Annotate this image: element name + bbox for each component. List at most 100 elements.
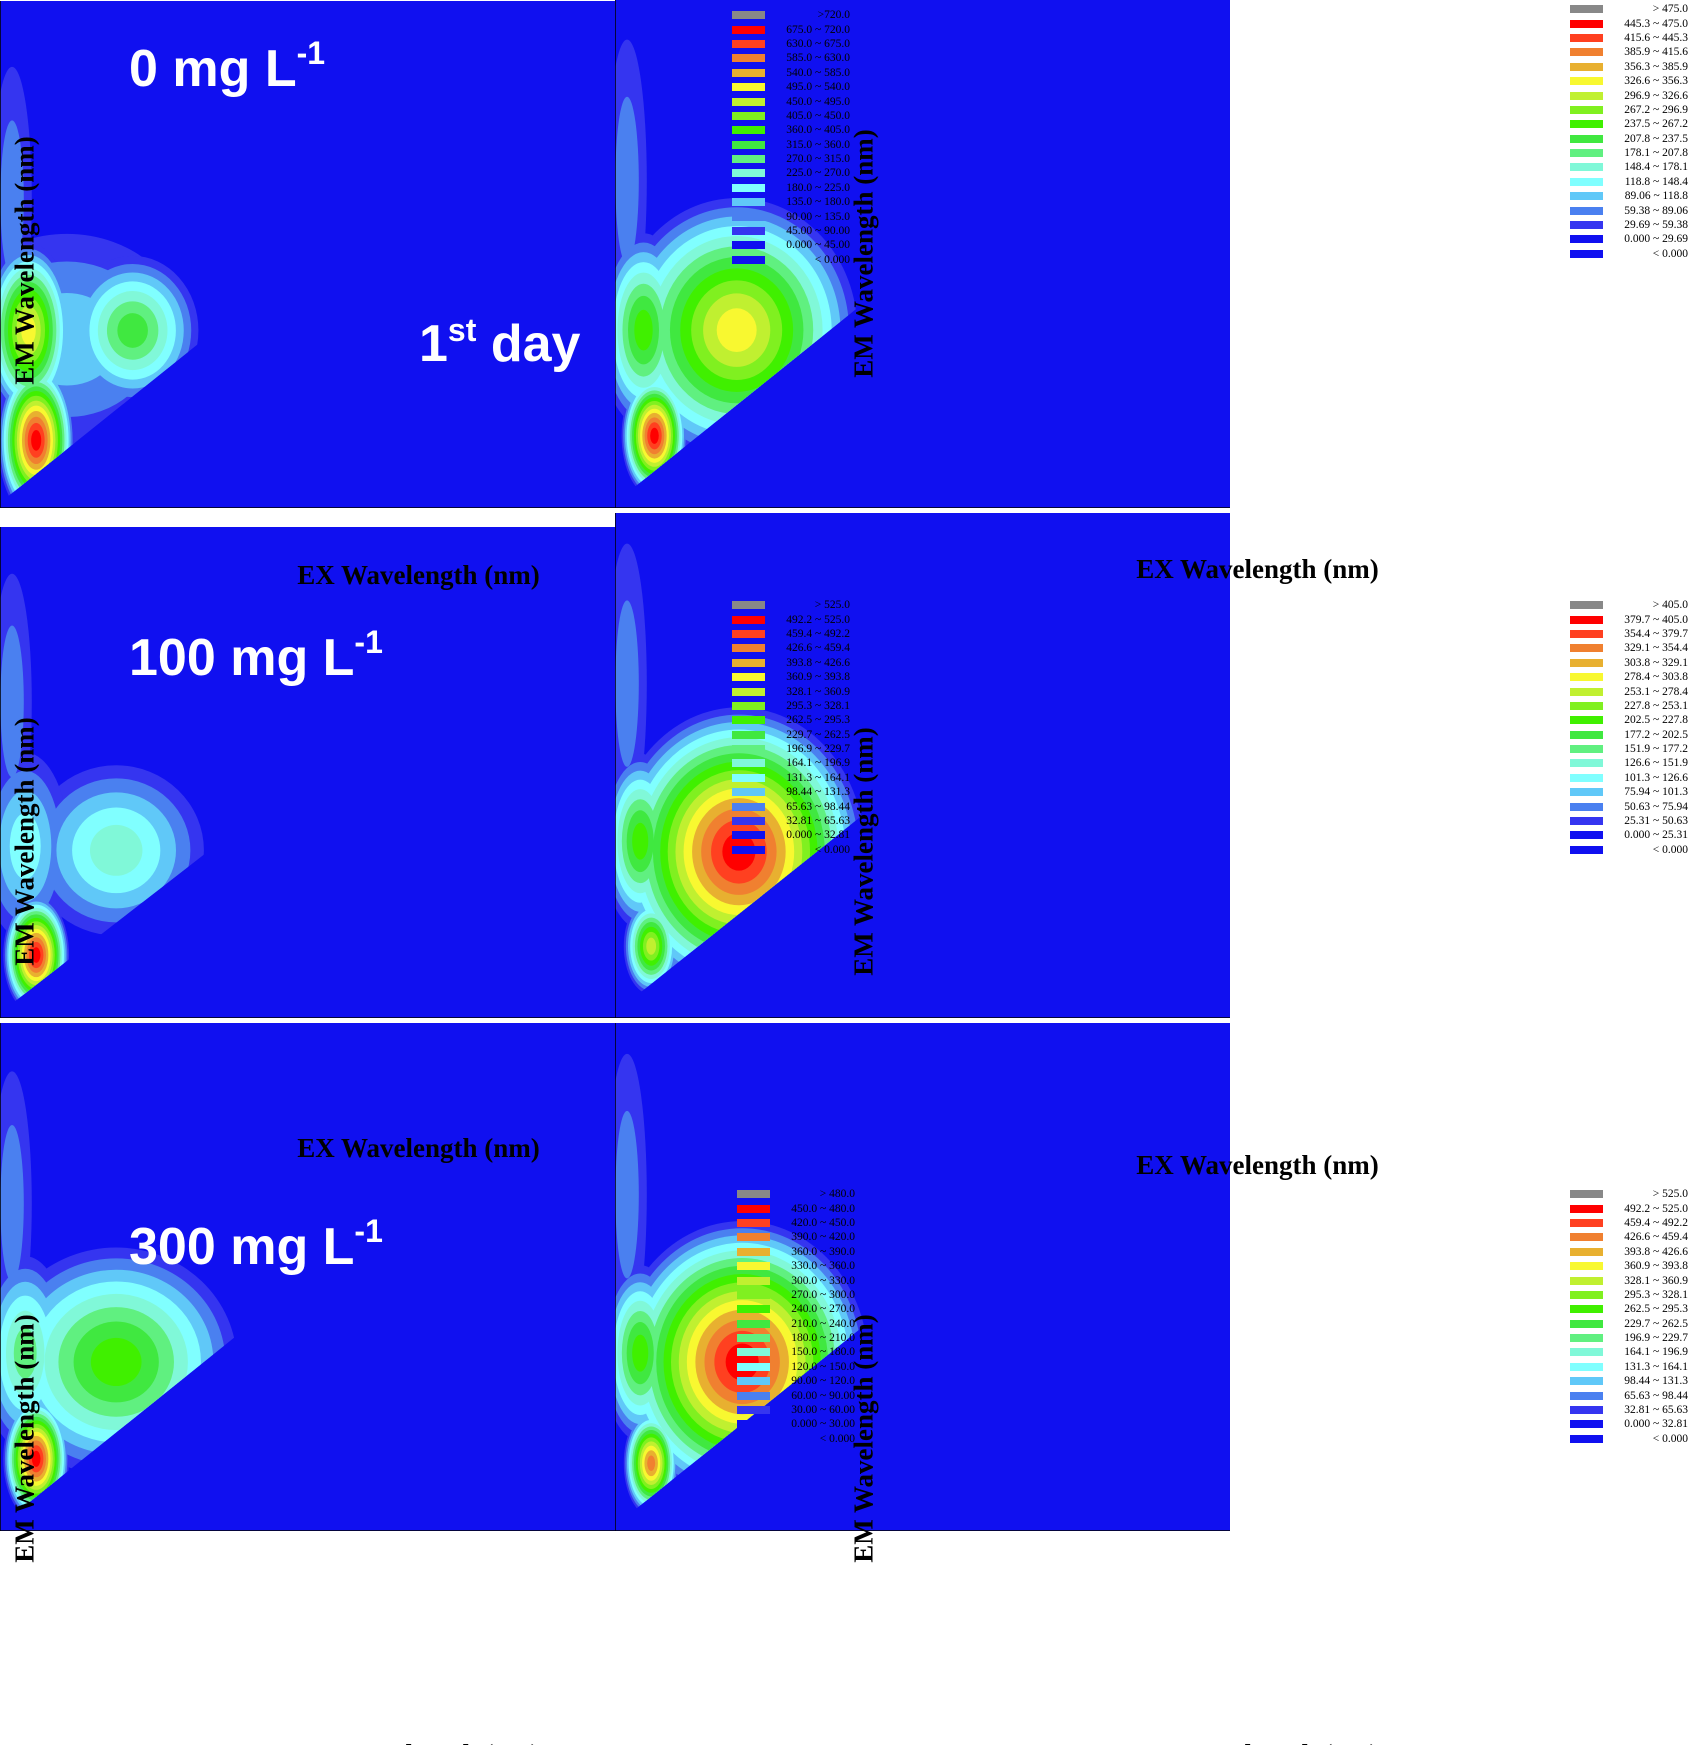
legend-entry: 0.000 ~ 45.00 [732, 238, 850, 252]
legend-label: 450.0 ~ 495.0 [786, 95, 850, 108]
legend-entry: 50.63 ~ 75.94 [1570, 799, 1688, 813]
legend-label: 267.2 ~ 296.9 [1624, 103, 1688, 116]
legend-label: 131.3 ~ 164.1 [786, 771, 850, 784]
legend-label: 60.00 ~ 90.00 [791, 1389, 855, 1402]
legend-entry: 227.8 ~ 253.1 [1570, 699, 1688, 713]
legend-entry: 90.00 ~ 120.0 [737, 1374, 855, 1388]
legend-swatch [1570, 615, 1603, 624]
x-axis-title: EX Wavelength (nm) [111, 1739, 726, 1745]
legend-swatch [1570, 91, 1603, 100]
legend-label: 262.5 ~ 295.3 [1624, 1303, 1688, 1316]
legend-label: 65.63 ~ 98.44 [786, 800, 850, 813]
legend-label: 270.0 ~ 300.0 [791, 1288, 855, 1301]
legend-swatch [1570, 788, 1603, 797]
legend-swatch [732, 745, 765, 754]
legend-swatch [1570, 845, 1603, 854]
legend-entry: 89.06 ~ 118.8 [1570, 189, 1688, 203]
legend-entry: 98.44 ~ 131.3 [732, 785, 850, 799]
legend-label: 207.8 ~ 237.5 [1624, 132, 1688, 145]
concentration-unit-exponent: -1 [296, 35, 326, 71]
legend-entry: < 0.000 [1570, 247, 1688, 261]
legend-swatch [1570, 673, 1603, 682]
contour-level-6 [13, 1327, 37, 1379]
legend-entry: 0.000 ~ 32.81 [732, 828, 850, 842]
legend-swatch [1570, 62, 1603, 71]
legend-entry: 329.1 ~ 354.4 [1570, 641, 1688, 655]
legend-swatch [732, 241, 765, 250]
legend-entry: 210.0 ~ 240.0 [737, 1317, 855, 1331]
legend-entry: 29.69 ~ 59.38 [1570, 218, 1688, 232]
legend-entry: > 525.0 [732, 598, 850, 612]
legend-swatch [732, 140, 765, 149]
concentration-value: 100 mg L [129, 629, 355, 687]
legend-swatch [737, 1290, 770, 1299]
legend-swatch [732, 97, 765, 106]
legend-entry: 180.0 ~ 225.0 [732, 181, 850, 195]
legend-label: 0.000 ~ 45.00 [786, 239, 850, 252]
color-legend: > 405.0 379.7 ~ 405.0 354.4 ~ 379.7 329.1 ~… [1570, 598, 1688, 857]
legend-swatch [732, 25, 765, 34]
legend-swatch [732, 68, 765, 77]
legend-label: 360.0 ~ 405.0 [786, 124, 850, 137]
legend-label: 196.9 ~ 229.7 [1624, 1332, 1688, 1345]
legend-entry: 426.6 ~ 459.4 [1570, 1230, 1688, 1244]
day-label: 5th day [1258, 310, 1421, 372]
color-legend: > 475.0 445.3 ~ 475.0 415.6 ~ 445.3 385.9 ~… [1570, 2, 1688, 261]
concentration-value: 300 mg L [129, 1218, 355, 1276]
legend-label: 426.6 ~ 459.4 [786, 642, 850, 655]
legend-swatch [1570, 745, 1603, 754]
legend-entry: 0.000 ~ 25.31 [1570, 828, 1688, 842]
legend-swatch [737, 1190, 770, 1199]
legend-swatch [732, 198, 765, 207]
legend-label: > 525.0 [814, 599, 850, 612]
legend-swatch [737, 1305, 770, 1314]
legend-label: 240.0 ~ 270.0 [791, 1303, 855, 1316]
legend-label: 328.1 ~ 360.9 [786, 685, 850, 698]
legend-swatch [1570, 249, 1603, 258]
legend-label: 151.9 ~ 177.2 [1624, 743, 1688, 756]
day-ordinal-suffix: st [447, 312, 477, 348]
color-legend: >720.0 675.0 ~ 720.0 630.0 ~ 675.0 585.0 ~ … [732, 8, 850, 267]
legend-label: 326.6 ~ 356.3 [1624, 75, 1688, 88]
legend-swatch [732, 701, 765, 710]
y-axis-title: EM Wavelength (nm) [9, 135, 40, 385]
legend-swatch [1570, 1420, 1603, 1429]
contour-level-13 [647, 1455, 656, 1471]
legend-swatch [1570, 1377, 1603, 1386]
legend-label: 405.0 ~ 450.0 [786, 109, 850, 122]
legend-entry: 445.3 ~ 475.0 [1570, 16, 1688, 30]
legend-entry: 151.9 ~ 177.2 [1570, 742, 1688, 756]
legend-swatch [737, 1406, 770, 1415]
legend-swatch [1570, 221, 1603, 230]
legend-entry: 459.4 ~ 492.2 [1570, 1216, 1688, 1230]
legend-entry: 59.38 ~ 89.06 [1570, 203, 1688, 217]
legend-entry: 240.0 ~ 270.0 [737, 1302, 855, 1316]
legend-entry: 300.0 ~ 330.0 [737, 1273, 855, 1287]
legend-entry: 295.3 ~ 328.1 [732, 699, 850, 713]
legend-swatch [1570, 19, 1603, 28]
legend-entry: 426.6 ~ 459.4 [732, 641, 850, 655]
legend-swatch [737, 1377, 770, 1386]
legend-entry: 315.0 ~ 360.0 [732, 138, 850, 152]
legend-label: 270.0 ~ 315.0 [786, 153, 850, 166]
y-axis-title: EM Wavelength (nm) [9, 716, 40, 966]
legend-entry: 360.0 ~ 405.0 [732, 123, 850, 137]
contour-plot: 300400500600700800400600800 [565, 0, 1249, 550]
legend-entry: 60.00 ~ 90.00 [737, 1388, 855, 1402]
contour-plot: 300400500600700800400600800 [565, 513, 1249, 1060]
legend-entry: 296.9 ~ 326.6 [1570, 88, 1688, 102]
legend-entry: 65.63 ~ 98.44 [1570, 1388, 1688, 1402]
legend-swatch [732, 83, 765, 92]
legend-entry: >720.0 [732, 8, 850, 22]
legend-swatch [737, 1218, 770, 1227]
legend-swatch [1570, 1334, 1603, 1343]
legend-entry: > 480.0 [737, 1187, 855, 1201]
legend-swatch [732, 601, 765, 610]
legend-swatch [737, 1276, 770, 1285]
contour-level-11 [716, 308, 757, 353]
legend-swatch [1570, 1305, 1603, 1314]
legend-label: 540.0 ~ 585.0 [786, 66, 850, 79]
legend-swatch [1570, 33, 1603, 42]
legend-entry: 207.8 ~ 237.5 [1570, 132, 1688, 146]
legend-label: 303.8 ~ 329.1 [1624, 656, 1688, 669]
